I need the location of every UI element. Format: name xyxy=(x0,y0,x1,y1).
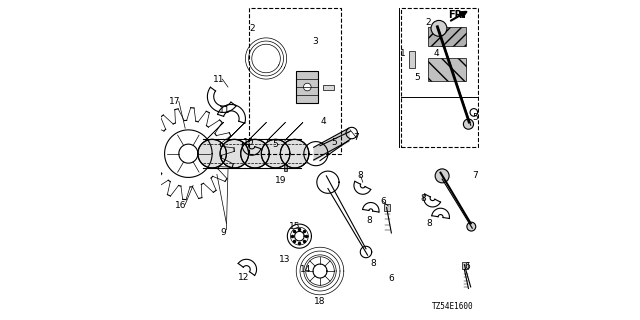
Circle shape xyxy=(198,140,227,168)
Text: 12: 12 xyxy=(237,273,249,282)
Text: 5: 5 xyxy=(273,140,278,148)
Text: 5: 5 xyxy=(414,73,420,82)
Circle shape xyxy=(431,20,447,36)
Text: FR.: FR. xyxy=(449,10,467,20)
Bar xyxy=(385,204,390,211)
Text: 2: 2 xyxy=(426,18,431,27)
Text: 5: 5 xyxy=(472,113,478,122)
Circle shape xyxy=(435,169,449,183)
Text: TZ54E1600: TZ54E1600 xyxy=(432,302,474,311)
Text: 7: 7 xyxy=(354,133,359,142)
Text: 3: 3 xyxy=(312,36,318,45)
Bar xyxy=(428,59,466,81)
Bar xyxy=(401,8,478,147)
Text: 14: 14 xyxy=(300,265,312,274)
Text: 4: 4 xyxy=(433,49,439,58)
Circle shape xyxy=(220,140,248,168)
Text: 18: 18 xyxy=(314,297,326,306)
Text: 8: 8 xyxy=(358,172,364,180)
Circle shape xyxy=(261,140,290,168)
Circle shape xyxy=(241,140,269,168)
Text: 1: 1 xyxy=(400,49,406,58)
Circle shape xyxy=(280,140,309,168)
Bar xyxy=(323,84,334,90)
Text: 11: 11 xyxy=(219,106,230,115)
Text: 2: 2 xyxy=(249,24,255,33)
Text: 15: 15 xyxy=(289,222,300,231)
Bar xyxy=(248,8,340,154)
Bar xyxy=(409,51,415,68)
Text: 7: 7 xyxy=(472,172,478,180)
Text: 8: 8 xyxy=(420,194,426,203)
Text: 10: 10 xyxy=(243,138,254,147)
Text: 9: 9 xyxy=(220,228,226,237)
Text: 13: 13 xyxy=(279,255,290,264)
Text: 19: 19 xyxy=(275,176,286,185)
Text: 16: 16 xyxy=(175,202,187,211)
Circle shape xyxy=(463,119,474,129)
Bar xyxy=(462,261,468,269)
Text: 11: 11 xyxy=(212,75,224,84)
Text: 8: 8 xyxy=(366,216,372,225)
Bar xyxy=(296,71,319,103)
Text: 17: 17 xyxy=(169,97,180,106)
Text: 6: 6 xyxy=(388,275,394,284)
Text: 5: 5 xyxy=(332,138,337,147)
Circle shape xyxy=(467,222,476,231)
Bar xyxy=(284,164,287,171)
Text: 4: 4 xyxy=(321,117,326,126)
Text: 6: 6 xyxy=(465,262,470,271)
Bar xyxy=(428,27,466,46)
Text: 6: 6 xyxy=(380,197,386,206)
Circle shape xyxy=(303,83,311,91)
Text: 8: 8 xyxy=(371,259,376,268)
Text: 8: 8 xyxy=(427,219,432,228)
